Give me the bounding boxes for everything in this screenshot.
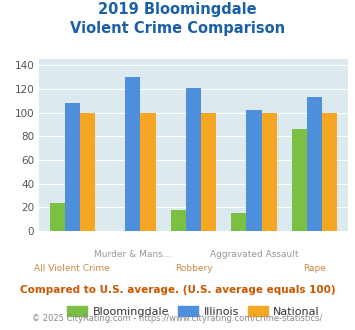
Bar: [65, 103, 80, 231]
Text: All Violent Crime: All Violent Crime: [34, 264, 110, 273]
Text: Murder & Mans...: Murder & Mans...: [94, 250, 171, 259]
Legend: Bloomingdale, Illinois, National: Bloomingdale, Illinois, National: [62, 302, 324, 321]
Bar: [171, 210, 186, 231]
Bar: [201, 113, 216, 231]
Text: © 2025 CityRating.com - https://www.cityrating.com/crime-statistics/: © 2025 CityRating.com - https://www.city…: [32, 314, 323, 323]
Bar: [141, 113, 155, 231]
Bar: [322, 113, 337, 231]
Bar: [231, 213, 246, 231]
Text: Robbery: Robbery: [175, 264, 212, 273]
Bar: [307, 97, 322, 231]
Bar: [125, 77, 141, 231]
Text: Violent Crime Comparison: Violent Crime Comparison: [70, 21, 285, 36]
Text: Compared to U.S. average. (U.S. average equals 100): Compared to U.S. average. (U.S. average …: [20, 285, 335, 295]
Bar: [186, 88, 201, 231]
Bar: [262, 113, 277, 231]
Bar: [50, 203, 65, 231]
Text: Rape: Rape: [303, 264, 326, 273]
Text: 2019 Bloomingdale: 2019 Bloomingdale: [98, 2, 257, 16]
Bar: [80, 113, 95, 231]
Bar: [292, 129, 307, 231]
Bar: [246, 110, 262, 231]
Text: Aggravated Assault: Aggravated Assault: [210, 250, 298, 259]
